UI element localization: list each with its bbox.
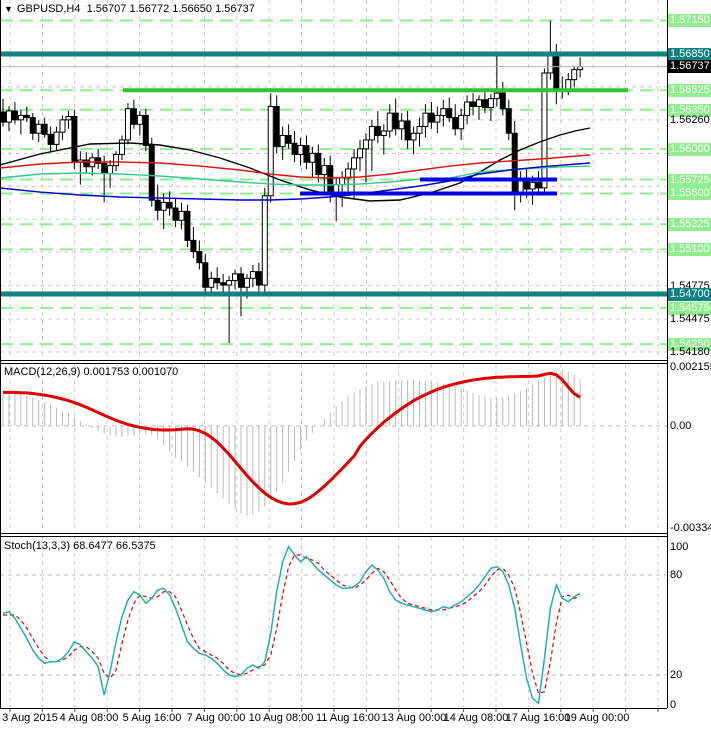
price-level-label: 1.54700 (668, 288, 711, 301)
price-level-label: 1.54250 (668, 338, 711, 351)
price-level-label: 1.57150 (668, 14, 711, 27)
price-level-label: 1.55725 (668, 174, 711, 187)
time-label: 5 Aug 16:00 (122, 712, 182, 724)
stoch-axis-label: 80 (670, 569, 683, 581)
macd-axis-label: 0.002155 (670, 361, 711, 373)
macd-axis-label: 0.00 (670, 420, 692, 432)
price-label: 1.54475 (670, 313, 710, 325)
price-level-label: 1.55100 (668, 243, 711, 256)
time-label: 3 Aug 2015 (2, 712, 58, 724)
stoch-axis-label: 20 (670, 669, 683, 681)
time-label: 13 Aug 00:00 (381, 712, 447, 724)
price-level-label: 1.56850 (668, 48, 711, 61)
symbol-dropdown-icon[interactable]: ▼ (4, 4, 13, 14)
price-level-label: 1.55325 (668, 218, 711, 231)
time-label: 10 Aug 08:00 (248, 712, 314, 724)
time-label: 4 Aug 08:00 (59, 712, 119, 724)
time-label: 17 Aug 16:00 (505, 712, 571, 724)
main-chart-panel[interactable] (0, 0, 668, 361)
price-level-label: 1.54575 (668, 302, 711, 315)
time-label: 19 Aug 00:00 (564, 712, 630, 724)
price-level-label: 1.56525 (668, 84, 711, 97)
symbol-timeframe: GBPUSD,H4 (16, 3, 81, 15)
stoch-axis-label: 100 (670, 541, 689, 553)
stoch-panel[interactable] (0, 537, 668, 709)
price-label: 1.54180 (670, 346, 710, 358)
stoch-axis-label: 0 (670, 699, 677, 711)
quote-ohlc: 1.56707 1.56772 1.56650 1.56737 (86, 3, 255, 15)
macd-panel[interactable] (0, 363, 668, 534)
price-label: 1.56260 (670, 114, 710, 126)
time-label: 14 Aug 08:00 (443, 712, 509, 724)
time-label: 11 Aug 16:00 (315, 712, 381, 724)
price-level-label: 1.56000 (668, 143, 711, 156)
time-label: 7 Aug 00:00 (186, 712, 246, 724)
stoch-indicator-label: Stoch(13,3,3) 68.6477 66.5375 (4, 540, 156, 552)
macd-indicator-label: MACD(12,26,9) 0.001753 0.001070 (4, 366, 179, 378)
chart-title: ▼ GBPUSD,H4 1.56707 1.56772 1.56650 1.567… (4, 3, 255, 15)
price-level-label: 1.55600 (668, 187, 711, 200)
current-price-label: 1.56737 (668, 60, 711, 73)
price-level-label: 1.56350 (668, 104, 711, 117)
